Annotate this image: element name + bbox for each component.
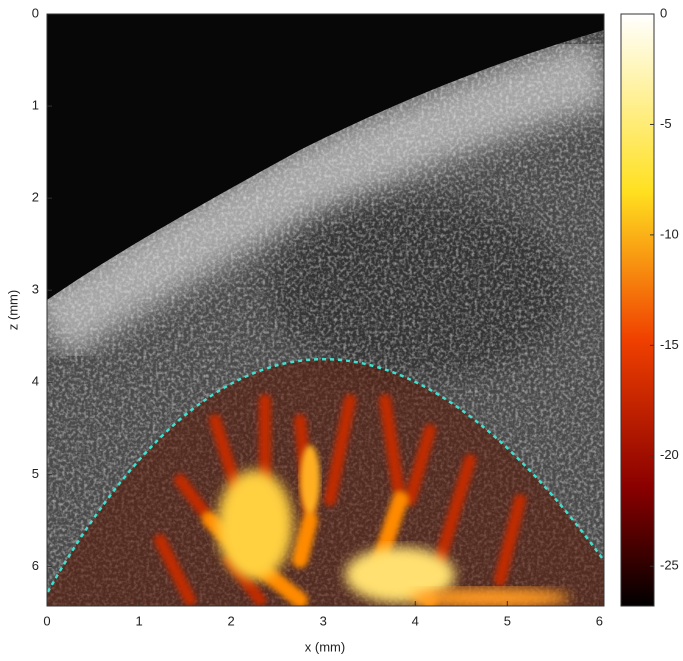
x-tick-label: 4 [412,613,419,628]
ultrasound-image [47,14,604,606]
x-tick-label: 1 [135,613,142,628]
colorbar-tick-label: -15 [660,337,679,352]
y-tick-label: 5 [32,466,39,481]
y-tick-label: 6 [32,558,39,573]
x-tick-label: 6 [596,613,603,628]
colorbar-tick-label: -5 [660,116,672,131]
plot-frame [46,13,605,607]
colorbar-tick-label: 0 [660,5,667,20]
y-tick-label: 1 [32,98,39,113]
colorbar-tick-label: -10 [660,226,679,241]
y-tick-label: 2 [32,190,39,205]
boundary-curve [47,357,604,597]
y-tick-label: 0 [32,5,39,20]
x-tick-label: 2 [228,613,235,628]
x-tick-label: 3 [320,613,327,628]
y-tick-label: 4 [32,374,39,389]
colorbar [620,13,655,607]
x-tick-label: 5 [504,613,511,628]
colorbar-tick-label: -25 [660,558,679,573]
x-axis-label: x (mm) [305,639,345,654]
x-tick-label: 0 [43,613,50,628]
y-tick-label: 3 [32,282,39,297]
y-axis-label: z (mm) [5,290,20,330]
colorbar-tick-label: -20 [660,447,679,462]
